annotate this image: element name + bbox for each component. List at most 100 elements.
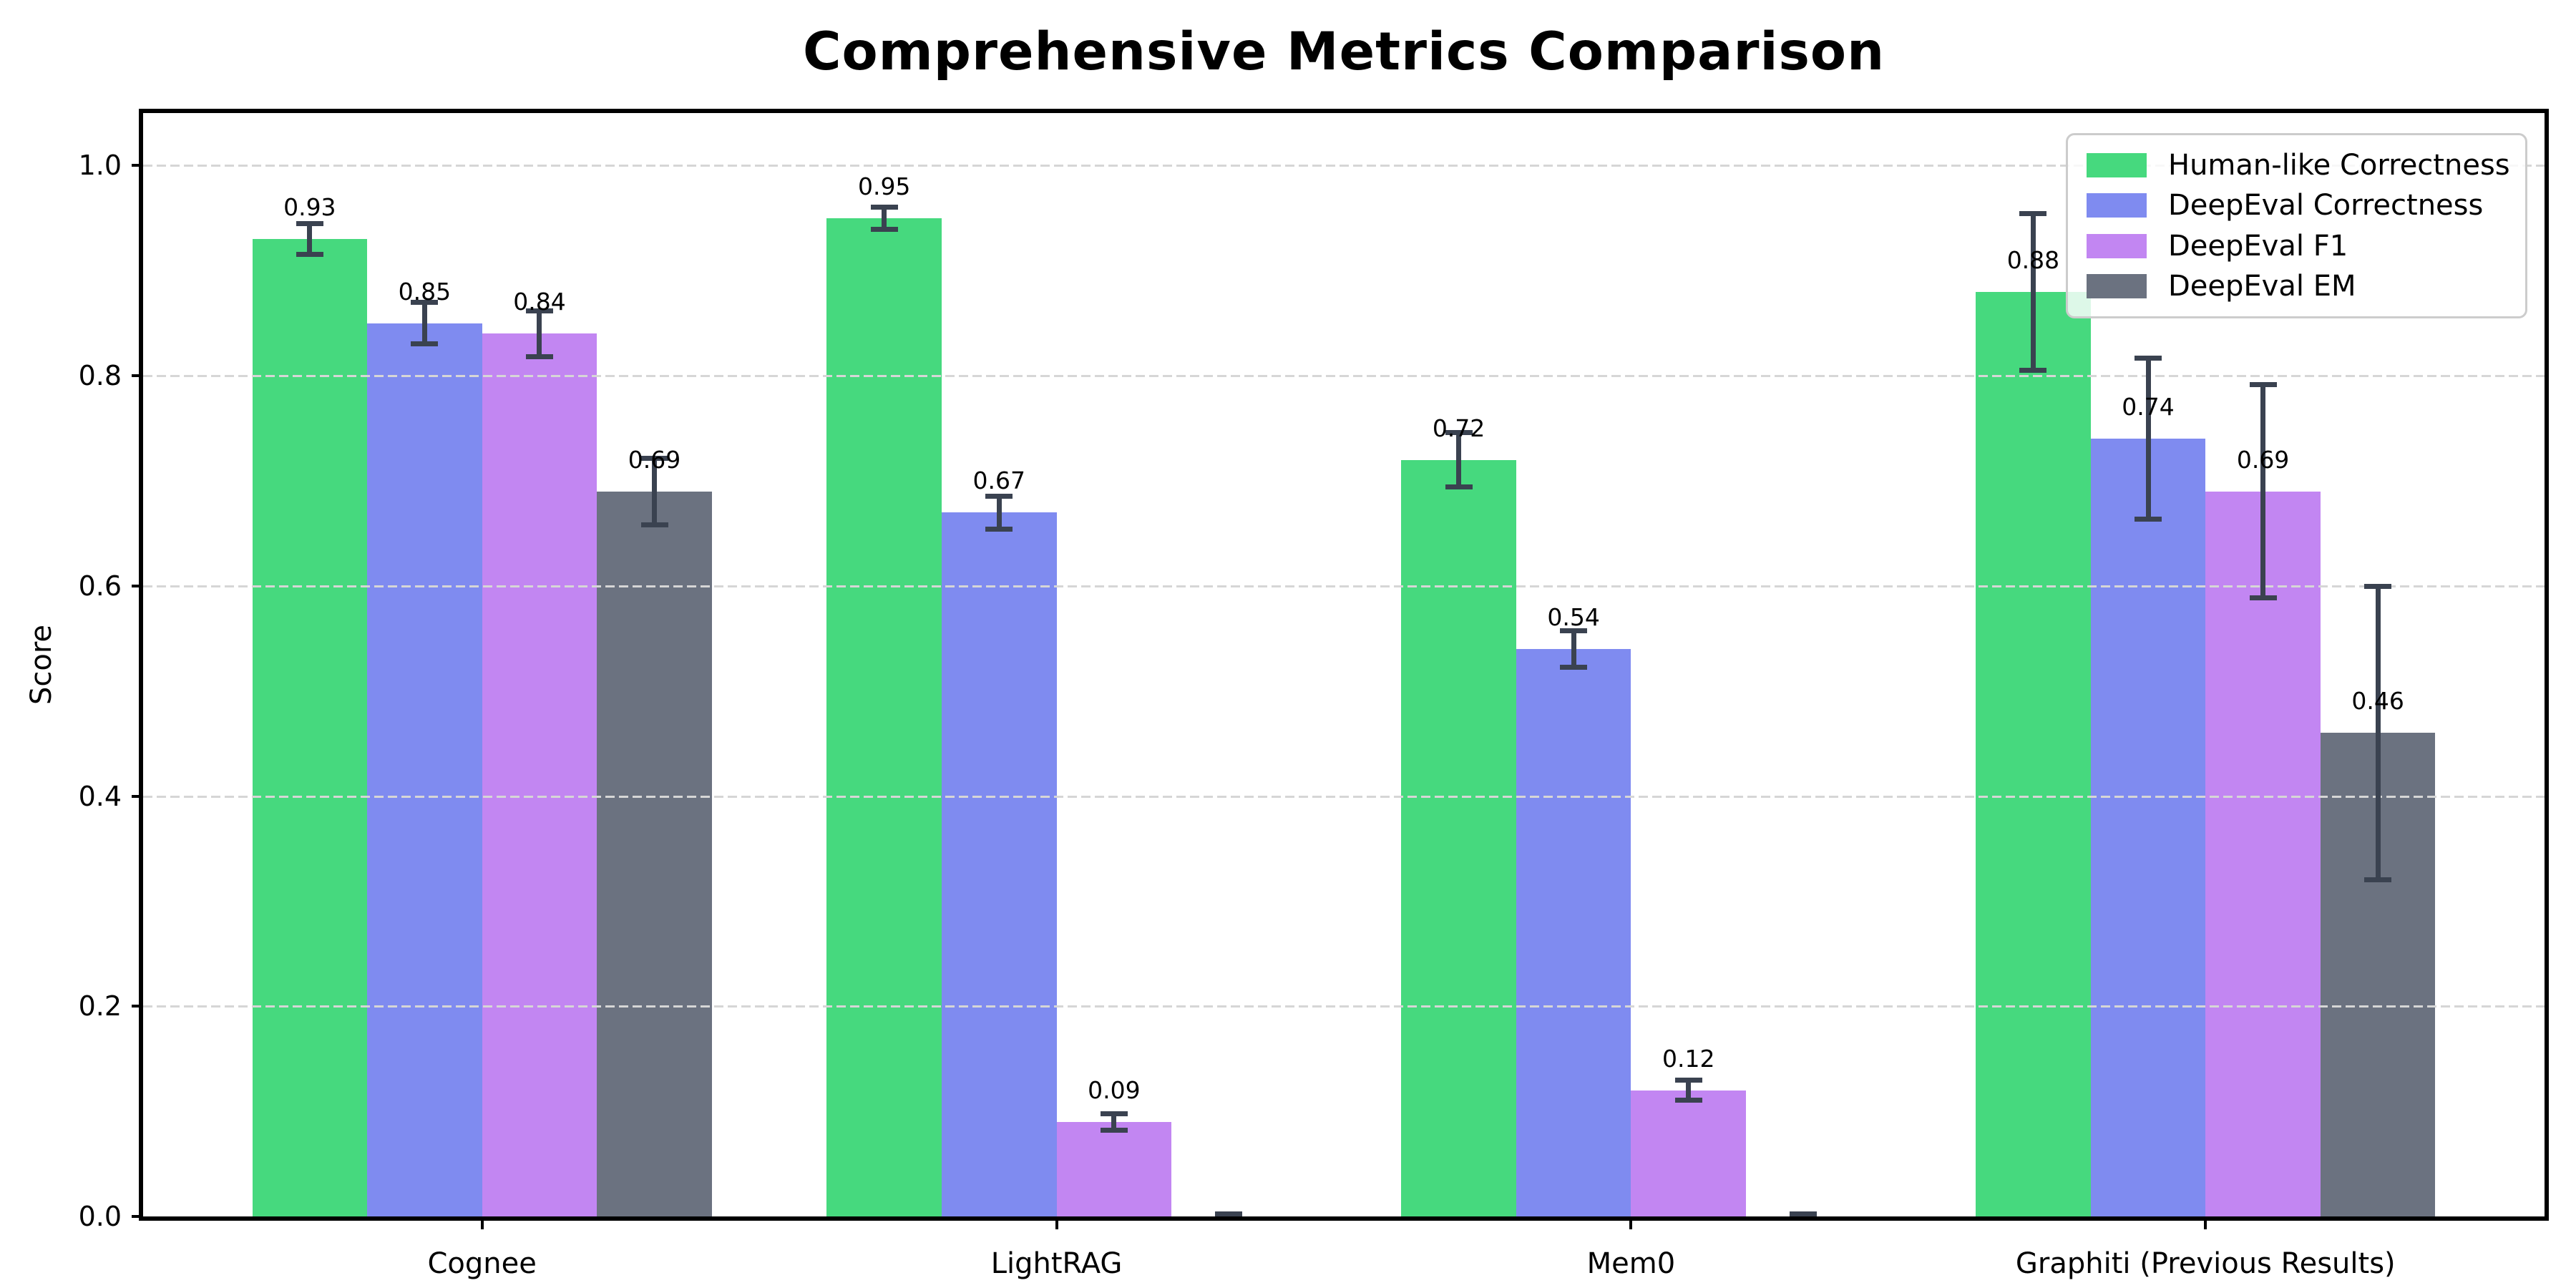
bar-value-label: 0.88 (2006, 245, 2060, 274)
gridline (143, 375, 2545, 378)
spine-left (139, 109, 143, 1221)
y-tick-label: 0.4 (78, 780, 122, 812)
error-bar-cap (870, 227, 898, 232)
error-bar-cap (1100, 1127, 1128, 1133)
x-tick-label: Mem0 (1586, 1247, 1676, 1280)
y-tick-mark (132, 794, 143, 798)
error-bar (996, 495, 1002, 530)
error-bar-cap (2364, 877, 2392, 883)
y-tick-mark (132, 584, 143, 587)
x-tick-label: Graphiti (Previous Results) (2015, 1247, 2396, 1280)
error-bar-cap (640, 455, 668, 461)
bar (1056, 1121, 1172, 1216)
bar (2090, 439, 2206, 1216)
error-bar (882, 206, 887, 230)
y-tick-label: 0.0 (78, 1201, 122, 1232)
error-bar (1686, 1080, 1692, 1101)
x-tick-mark (1629, 1216, 1633, 1229)
error-bar-cap (296, 221, 323, 227)
x-tick-mark (1055, 1216, 1058, 1229)
error-bar-cap (1674, 1098, 1702, 1103)
error-bar (1111, 1113, 1117, 1131)
error-bar (1456, 432, 1462, 487)
gridline (143, 1005, 2545, 1008)
error-bar (1571, 630, 1576, 668)
legend-row: DeepEval F1 (2087, 230, 2518, 263)
error-bar (652, 457, 658, 525)
x-tick-label: Cognee (427, 1247, 537, 1280)
error-bar-cap (1445, 430, 1473, 436)
bar (1631, 1090, 1746, 1216)
y-tick-label: 0.2 (78, 990, 122, 1023)
error-bar-cap (2135, 356, 2162, 361)
bar-value-label: 0.72 (1432, 414, 1485, 442)
gridline (143, 585, 2545, 587)
bar-value-label: 0.74 (2122, 393, 2175, 421)
bar (2205, 491, 2321, 1216)
error-bar-cap (870, 204, 898, 210)
spine-top (139, 109, 2549, 113)
error-bar (421, 302, 427, 345)
chart-title: Comprehensive Metrics Comparison (802, 21, 1885, 82)
error-bar-cap (411, 341, 439, 347)
bar (1976, 291, 2091, 1216)
bar (597, 491, 712, 1216)
legend-label: DeepEval EM (2168, 270, 2356, 303)
error-bar-cap (1790, 1211, 1818, 1216)
error-bar-cap (525, 353, 553, 359)
error-bar (307, 223, 313, 255)
legend: Human-like Correctness DeepEval Correctne… (2066, 133, 2527, 318)
y-tick-mark (132, 1005, 143, 1008)
error-bar-cap (296, 252, 323, 258)
bar-value-label: 0.67 (972, 467, 1025, 495)
error-bar-cap (985, 493, 1013, 499)
y-tick-mark (132, 374, 143, 378)
legend-swatch (2087, 193, 2147, 218)
y-tick-label: 0.6 (78, 570, 122, 602)
error-bar-cap (2249, 595, 2277, 601)
y-axis-label: Score (25, 624, 58, 706)
error-bar-cap (1560, 628, 1588, 633)
spine-right (2545, 109, 2549, 1221)
error-bar-cap (2249, 381, 2277, 387)
bar-value-label: 0.93 (283, 193, 336, 222)
error-bar-cap (2135, 517, 2162, 522)
legend-label: Human-like Correctness (2168, 148, 2510, 182)
legend-row: DeepEval Correctness (2087, 189, 2518, 222)
legend-swatch (2087, 274, 2147, 299)
bar-value-label: 0.69 (628, 445, 681, 474)
gridline (143, 795, 2545, 798)
y-tick-label: 1.0 (78, 150, 122, 182)
error-bar-cap (1674, 1078, 1702, 1083)
legend-label: DeepEval F1 (2168, 229, 2348, 263)
error-bar-cap (985, 526, 1013, 532)
y-tick-mark (132, 164, 143, 167)
bar (941, 512, 1057, 1216)
error-bar-cap (1215, 1211, 1243, 1216)
error-bar-cap (411, 300, 439, 306)
error-bar-cap (2019, 367, 2047, 373)
error-bar (2030, 213, 2036, 371)
error-bar-cap (1560, 665, 1588, 670)
error-bar-cap (2019, 210, 2047, 216)
legend-row: DeepEval EM (2087, 270, 2518, 303)
bar-value-label: 0.95 (857, 172, 911, 200)
error-bar (2145, 358, 2151, 520)
bar-value-label: 0.46 (2351, 687, 2404, 716)
bar (482, 333, 597, 1216)
bar (1516, 648, 1631, 1216)
x-tick-mark (2204, 1216, 2207, 1229)
bar (826, 218, 942, 1216)
x-tick-label: LightRAG (990, 1247, 1123, 1280)
bar (1401, 459, 1516, 1216)
error-bar-cap (525, 308, 553, 314)
legend-label: DeepEval Correctness (2168, 189, 2484, 223)
error-bar-cap (640, 522, 668, 527)
spine-bottom (139, 1216, 2549, 1221)
error-bar-cap (1445, 484, 1473, 489)
error-bar-cap (1100, 1111, 1128, 1117)
bar-value-label: 0.09 (1088, 1075, 1141, 1104)
bar-value-label: 0.54 (1547, 602, 1600, 631)
bar-value-label: 0.69 (2236, 445, 2290, 474)
